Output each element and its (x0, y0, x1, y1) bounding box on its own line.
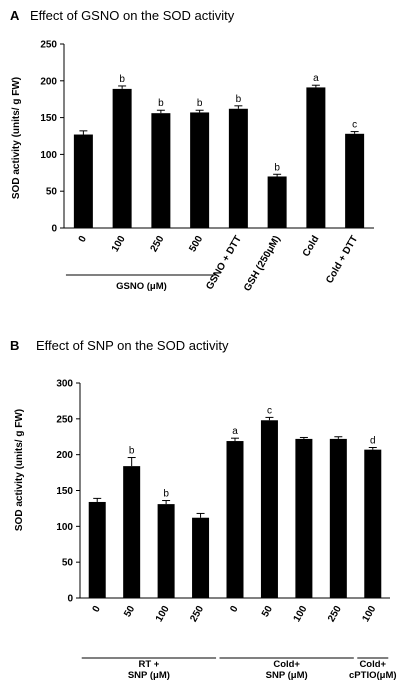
panel-b-group-label: SNP (μM) (128, 670, 170, 681)
panel-a-category-label: Cold (301, 234, 322, 259)
panel-a-group-label: GSNO (μM) (116, 281, 167, 292)
panel-a-category-label: 0 (77, 234, 90, 245)
panel-b-y-tick-label: 150 (56, 486, 73, 497)
panel-a-y-tick-label: 50 (46, 187, 58, 198)
panel-b-group-label: SNP (μM) (266, 670, 308, 681)
panel-b-category-label: 100 (154, 604, 172, 624)
panel-b-y-axis-label: SOD activity (units/ g FW) (14, 409, 25, 531)
panel-b-bar (157, 504, 175, 598)
panel-b-group-label: cPTIO(μM) (349, 670, 397, 681)
panel-b-y-tick-label: 300 (56, 379, 73, 390)
panel-b-bar (123, 466, 141, 598)
panel-b-bar (88, 501, 106, 598)
panel-a-category-label: 500 (187, 234, 205, 254)
panel-b-title: Effect of SNP on the SOD activity (36, 338, 229, 353)
panel-a-y-axis-label: SOD activity (units/ g FW) (11, 77, 22, 199)
panel-a-bar (345, 133, 365, 228)
panel-a-significance-letter: c (352, 120, 357, 131)
panel-a-title: Effect of GSNO on the SOD activity (30, 8, 235, 23)
panel-b-significance-letter: b (163, 489, 169, 500)
panel-a-bar (228, 108, 248, 228)
panel-b: B Effect of SNP on the SOD activity SOD … (10, 338, 397, 681)
panel-b-category-label: 100 (292, 604, 310, 624)
panel-b-bar (226, 441, 244, 598)
panel-b-significance-letter: c (267, 405, 272, 416)
panel-b-category-label: 50 (260, 604, 275, 620)
panel-a-bar (112, 88, 132, 228)
panel-b-group-label: Cold+ (359, 659, 386, 670)
panel-b-category-label: 100 (361, 604, 379, 624)
panel-a-category-label: 250 (149, 234, 167, 254)
panel-a-category-label: GSH (250μM) (242, 234, 283, 293)
panel-b-bar (295, 438, 313, 598)
panel-a-significance-letter: b (197, 98, 203, 109)
panel-b-category-label: 0 (228, 604, 241, 615)
panel-b-y-tick-label: 50 (62, 558, 74, 569)
panel-a-y-tick-label: 0 (51, 224, 57, 235)
panel-a-category-label: 100 (110, 234, 128, 254)
panel-letter-a: A (10, 8, 20, 23)
panel-b-bar (192, 517, 210, 598)
panel-a-category-label: GSNO + DTT (204, 234, 244, 292)
panel-a-y-tick-label: 200 (40, 76, 57, 87)
panel-b-group-label: Cold+ (273, 659, 300, 670)
panel-a-bar (306, 87, 326, 228)
panel-a-bar (151, 113, 171, 228)
panel-letter-b: B (10, 338, 19, 353)
panel-b-significance-letter: b (129, 446, 135, 457)
panel-a-y-tick-label: 250 (40, 40, 57, 51)
panel-b-y-tick-label: 250 (56, 414, 73, 425)
panel-a-y-tick-label: 100 (40, 150, 57, 161)
panel-b-y-tick-label: 0 (67, 594, 73, 605)
panel-a-bar (267, 176, 287, 228)
panel-b-significance-letter: a (232, 426, 238, 437)
panel-a-category-label: Cold + DTT (324, 234, 360, 285)
panel-b-y-tick-label: 100 (56, 522, 73, 533)
panel-a-significance-letter: b (158, 98, 164, 109)
panel-a-significance-letter: b (236, 94, 242, 105)
panel-b-category-label: 250 (188, 604, 206, 624)
panel-b-bars (88, 416, 382, 598)
panel-b-category-label: 50 (122, 604, 137, 620)
panel-a-bar (73, 134, 93, 228)
panel-b-bar (364, 449, 382, 598)
panel-a: A Effect of GSNO on the SOD activity SOD… (10, 8, 374, 293)
panel-a-significance-letter: a (313, 73, 319, 84)
panel-b-y-tick-label: 200 (56, 450, 73, 461)
panel-a-y-tick-label: 150 (40, 113, 57, 124)
panel-a-bar (190, 112, 210, 228)
panel-b-group-label: RT + (138, 659, 159, 670)
panel-b-bar (260, 420, 278, 598)
panel-a-significance-letter: b (119, 74, 125, 85)
panel-a-bars (73, 84, 365, 228)
panel-b-bar (329, 438, 347, 598)
panel-b-category-label: 0 (91, 604, 104, 615)
panel-b-category-label: 250 (326, 604, 344, 624)
panel-a-significance-letter: b (274, 162, 280, 173)
panel-b-significance-letter: d (370, 436, 376, 447)
